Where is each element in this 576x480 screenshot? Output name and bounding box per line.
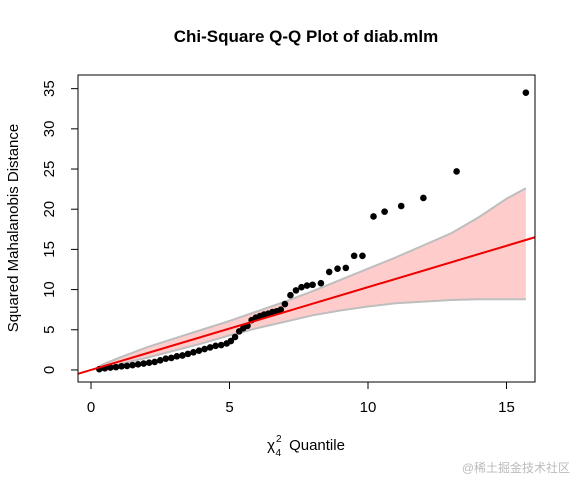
y-tick-label: 20 [41, 201, 58, 218]
point [156, 357, 164, 364]
confidence-band [99, 188, 526, 370]
point [206, 344, 214, 351]
point [397, 202, 405, 210]
point [342, 264, 350, 272]
point [118, 363, 125, 370]
y-tick-label: 0 [41, 366, 58, 374]
plot-box [77, 74, 536, 383]
point [325, 268, 333, 276]
x-label-symbol: χ [267, 437, 275, 454]
y-tick-label: 15 [41, 241, 58, 258]
point [227, 337, 235, 345]
point [134, 361, 142, 368]
x-axis-label: χ2 4 Quantile [267, 434, 345, 459]
point [298, 283, 305, 291]
x-label-text: Quantile [289, 437, 345, 454]
y-axis-label: Squared Mahalanobis Distance [5, 124, 22, 332]
y-tick-label: 10 [41, 281, 58, 298]
point [281, 300, 289, 308]
band-upper [98, 187, 527, 367]
point [217, 341, 225, 349]
point [140, 360, 147, 367]
point [370, 213, 377, 220]
point [381, 208, 388, 215]
point [359, 252, 366, 260]
point [179, 352, 186, 359]
point [292, 287, 300, 294]
x-tick-label: 15 [498, 399, 515, 416]
point [151, 358, 159, 366]
point [212, 342, 219, 350]
point [129, 361, 136, 369]
point [277, 306, 285, 313]
point [420, 194, 427, 202]
y-tick-label: 5 [41, 326, 58, 334]
point [287, 291, 294, 299]
y-tick-label: 35 [41, 80, 58, 97]
point [350, 252, 358, 260]
x-tick-label: 10 [360, 399, 377, 416]
x-label-sub: 4 [276, 448, 282, 459]
point [168, 354, 175, 362]
point [317, 279, 325, 287]
chart-title: Chi-Square Q-Q Plot of diab.mlm [174, 27, 438, 46]
x-tick-label: 0 [87, 399, 95, 416]
reference-line [77, 236, 536, 375]
point [231, 333, 239, 341]
point [162, 355, 170, 362]
point [145, 359, 153, 367]
point [309, 281, 316, 289]
point [184, 350, 192, 358]
point [107, 364, 114, 371]
point [201, 345, 208, 353]
point [195, 347, 203, 354]
point [190, 348, 197, 356]
x-label-sup: 2 [276, 434, 282, 445]
point [334, 265, 341, 272]
watermark: @稀土掘金技术社区 [462, 460, 570, 475]
band-lower [99, 298, 526, 371]
point [453, 168, 460, 175]
x-tick-label: 5 [225, 399, 233, 416]
point [123, 362, 131, 370]
point [522, 89, 530, 96]
y-tick-label: 25 [41, 161, 58, 178]
y-tick-label: 30 [41, 121, 58, 138]
point [112, 363, 120, 371]
point [303, 282, 311, 289]
point [173, 352, 181, 360]
